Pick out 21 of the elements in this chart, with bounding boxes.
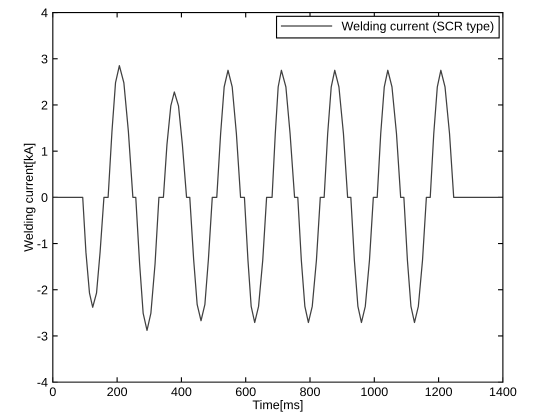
y-tick-label: 1 (42, 147, 48, 156)
y-axis-title: Welding current[kA] (24, 144, 36, 252)
y-tick-label: 4 (41, 8, 48, 18)
x-axis-title: Time[ms] (252, 400, 302, 412)
y-tick-label: 3 (41, 54, 48, 64)
x-tick-label: 800 (300, 387, 320, 396)
x-tick-label: 1400 (490, 387, 516, 396)
legend-label: Welding current (SCR type) (342, 21, 494, 33)
y-tick-label: 0 (42, 193, 48, 202)
x-tick-label: 200 (107, 387, 128, 396)
y-tick-label: -3 (37, 332, 48, 341)
y-tick-label: -2 (37, 286, 48, 294)
x-tick-label: 1000 (361, 387, 388, 396)
x-tick-label: 400 (171, 387, 192, 396)
x-tick-label: 0 (50, 387, 56, 396)
y-tick-label: -4 (37, 378, 48, 387)
x-tick-label: 1200 (426, 387, 452, 396)
x-tick-label: 600 (236, 387, 256, 396)
y-tick-label: -1 (37, 239, 48, 248)
line-series (52, 65, 503, 332)
y-tick-label: 2 (42, 100, 48, 110)
